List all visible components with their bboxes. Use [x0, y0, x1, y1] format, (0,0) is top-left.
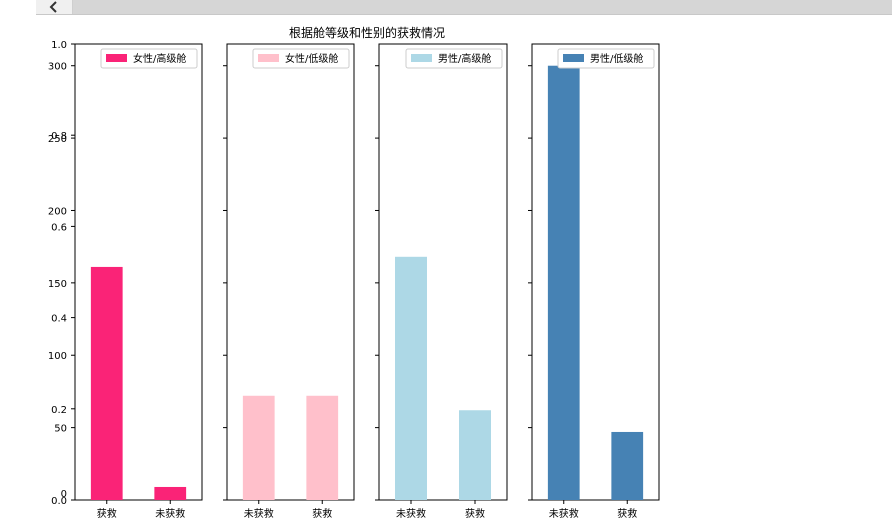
x-tick-label: 获救	[97, 507, 117, 520]
x-tick-label: 获救	[617, 507, 637, 520]
overlay-y-tick-label: 1.0	[51, 40, 67, 51]
chart-panel: 未获救 获救 女性/低级舱	[223, 43, 355, 520]
bar	[242, 395, 275, 500]
y-tick-label: 200	[48, 206, 67, 217]
chart-title: 根据舱等级和性别的获救情况	[289, 25, 445, 40]
bar	[154, 486, 187, 500]
overlay-y-tick-label: 0.0	[51, 496, 67, 507]
y-tick-label: 300	[48, 62, 67, 73]
panel-frame	[226, 43, 355, 501]
overlay-y-tick-label: 0.2	[51, 405, 67, 416]
bar	[459, 410, 491, 500]
legend-box	[557, 48, 655, 69]
legend-swatch	[563, 54, 584, 62]
overlay-y-axis: 0.0 0.2 0.4 0.6 0.8 1.0	[51, 40, 75, 507]
legend-swatch	[258, 54, 279, 62]
legend-label: 女性/高级舱	[133, 52, 186, 65]
x-tick-label: 获救	[312, 507, 332, 520]
legend-label: 女性/低级舱	[285, 52, 338, 65]
x-tick-label: 未获救	[549, 507, 579, 520]
panel-frame	[74, 43, 203, 501]
legend-label: 男性/低级舱	[590, 52, 643, 65]
legend-swatch	[106, 54, 127, 62]
x-tick-label: 未获救	[396, 507, 426, 520]
x-tick-label: 未获救	[155, 507, 185, 520]
overlay-y-tick-label: 0.4	[51, 314, 67, 325]
overlay-y-tick-label: 0.8	[51, 131, 67, 142]
horizontal-scrollbar[interactable]	[36, 0, 892, 15]
bar	[611, 431, 644, 500]
panel-frame	[531, 43, 660, 501]
legend-label: 男性/高级舱	[438, 52, 491, 65]
y-tick-label: 0	[61, 489, 67, 500]
legend-swatch	[411, 54, 432, 62]
y-tick-label: 150	[48, 279, 67, 290]
scroll-left-button[interactable]	[36, 0, 73, 14]
chart-panel: 未获救 获救 男性/低级舱	[528, 43, 660, 520]
bar	[90, 266, 123, 500]
chart-panel: 获救 未获救 0 50 100 150 200 250 300 女性/高级舱	[48, 43, 203, 520]
bar	[395, 256, 427, 500]
bar	[547, 65, 580, 500]
y-tick-label: 100	[48, 351, 67, 362]
legend-box	[100, 48, 198, 69]
legend-box	[405, 48, 503, 69]
x-tick-label: 获救	[465, 507, 485, 520]
bar	[306, 395, 339, 500]
x-tick-label: 未获救	[244, 507, 274, 520]
chart-panel: 未获救 获救 男性/高级舱	[375, 43, 508, 520]
y-tick-label: 250	[48, 134, 67, 145]
chevron-left-icon	[49, 1, 57, 13]
overlay-y-tick-label: 0.6	[51, 222, 67, 233]
panel-frame	[378, 43, 508, 501]
legend-box	[252, 48, 350, 69]
y-tick-label: 50	[54, 424, 67, 435]
